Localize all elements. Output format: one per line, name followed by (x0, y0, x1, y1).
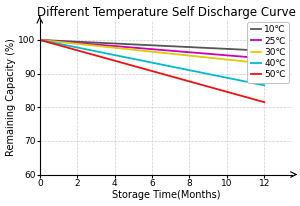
Legend: 10℃, 25℃, 30℃, 40℃, 50℃: 10℃, 25℃, 30℃, 40℃, 50℃ (248, 22, 289, 83)
Title: Different Temperature Self Discharge Curve: Different Temperature Self Discharge Cur… (37, 6, 296, 19)
X-axis label: Storage Time(Months): Storage Time(Months) (112, 190, 220, 200)
Y-axis label: Remaining Capacity (%): Remaining Capacity (%) (6, 38, 16, 156)
